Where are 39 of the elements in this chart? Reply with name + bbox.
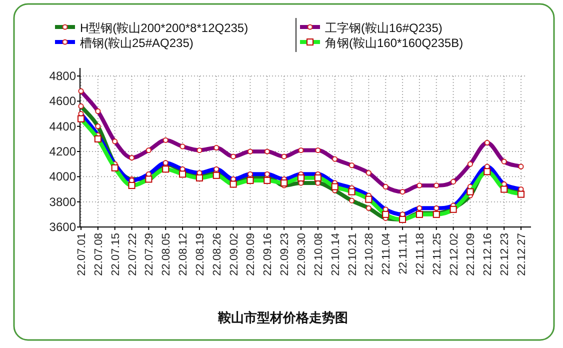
x-tick-label: 22.09.09 (245, 233, 258, 276)
x-tick-label: 22.07.29 (144, 233, 156, 276)
x-tick-label: 22.12.23 (499, 233, 512, 276)
y-tick-label: 4800 (49, 69, 76, 83)
x-tick-label: 22.12.16 (482, 233, 494, 276)
x-tick-label: 22.11.18 (414, 233, 426, 276)
y-tick-label: 4200 (49, 144, 76, 158)
legend-label: 工字钢(鞍山16#Q235) (325, 21, 442, 35)
x-tick-label: 22.08.12 (178, 233, 190, 276)
x-tick-label: 22.09.30 (296, 233, 308, 276)
legend-label: 槽钢(鞍山25#AQ235) (80, 36, 194, 50)
x-tick-label: 22.08.19 (194, 233, 206, 276)
x-tick-label: 22.09.23 (279, 233, 292, 276)
y-tick-label: 3800 (49, 194, 76, 209)
y-tick-label: 4400 (49, 119, 76, 134)
x-tick-label: 22.08.05 (160, 233, 173, 276)
y-tick-label: 4600 (49, 94, 76, 108)
x-tick-label: 22.12.27 (516, 233, 528, 276)
x-tick-label: 22.11.11 (398, 233, 410, 274)
x-tick-label: 22.12.02 (448, 233, 460, 276)
x-tick-label: 22.07.01 (76, 233, 88, 276)
x-tick-label: 22.11.04 (380, 233, 393, 276)
text: 鞍山市型材价格走势图 (217, 310, 348, 325)
y-tick-label: 3600 (49, 220, 76, 234)
x-tick-label: 22.10.14 (330, 233, 342, 276)
x-tick-label: 22.10.08 (312, 233, 325, 276)
x-tick-label: 22.07.15 (110, 233, 122, 276)
legend-label: H型钢(鞍山200*200*8*12Q235) (80, 21, 248, 35)
x-tick-label: 22.09.02 (228, 233, 240, 276)
y-tick-label: 4000 (49, 170, 76, 184)
x-tick-label: 22.09.16 (262, 233, 274, 276)
x-tick-label: 22.10.28 (364, 233, 376, 276)
x-tick-label: 22.08.26 (211, 233, 224, 276)
legend-label: 角钢(鞍山160*160Q235B) (325, 36, 464, 50)
x-tick-label: 22.11.25 (431, 233, 444, 276)
x-tick-label: 22.07.08 (92, 233, 105, 276)
x-tick-label: 22.07.22 (126, 233, 139, 276)
x-tick-label: 22.10.21 (346, 233, 359, 276)
x-tick-label: 22.12.09 (465, 233, 478, 276)
